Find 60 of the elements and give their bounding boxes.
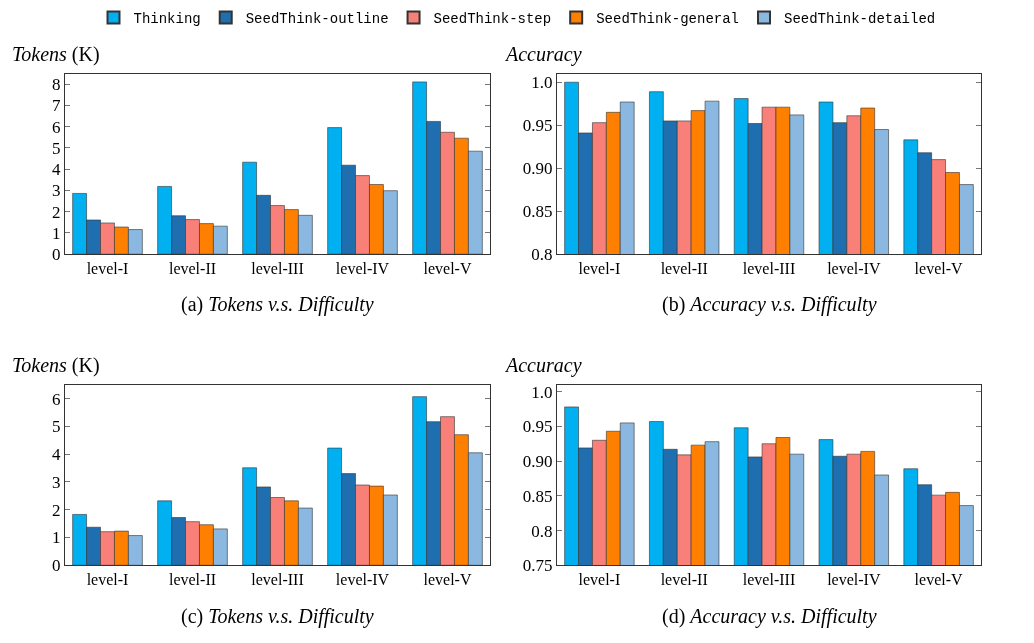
y-tick-label: 0.90 xyxy=(522,452,553,472)
x-tick-label: level-V xyxy=(423,571,472,589)
x-tick-label: level-II xyxy=(168,571,217,589)
y-tick-label: 1 xyxy=(52,223,61,243)
y-tick-label: 1.0 xyxy=(531,382,553,402)
x-tick-label: level-II xyxy=(168,260,217,278)
y-tick-label: 0 xyxy=(52,556,61,576)
x-tick-label: level-I xyxy=(578,571,621,589)
x-tick-label: level-II xyxy=(660,571,708,589)
y-tick-label: 0.8 xyxy=(531,521,553,541)
y-axis-title: Accuracy xyxy=(504,43,582,66)
x-tick-label: level-I xyxy=(578,260,621,278)
y-tick-label: 0.95 xyxy=(522,116,553,136)
x-tick-label: level-III xyxy=(251,571,304,589)
y-tick-label: 3 xyxy=(52,181,61,201)
y-tick-label: 0.75 xyxy=(522,556,553,576)
x-tick-label: level-IV xyxy=(335,260,390,278)
y-tick-label: 0.8 xyxy=(531,245,553,265)
y-tick-label: 3 xyxy=(52,472,61,492)
x-tick-label: level-V xyxy=(914,260,964,278)
x-tick-label: level-IV xyxy=(827,260,881,278)
y-tick-label: 2 xyxy=(52,202,61,222)
y-tick-label: 0.95 xyxy=(522,417,553,437)
legend-label: SeedThink-step xyxy=(433,11,552,28)
x-tick-label: level-I xyxy=(86,571,129,589)
x-tick-label: level-V xyxy=(914,571,964,589)
y-tick-label: 6 xyxy=(52,117,61,137)
y-tick-label: 6 xyxy=(52,389,61,409)
y-tick-label: 8 xyxy=(52,75,61,95)
x-tick-label: level-III xyxy=(742,571,796,589)
y-tick-label: 4 xyxy=(52,445,62,465)
text: (b) Accuracy v.s. Difficulty xyxy=(662,293,877,316)
y-tick-label: 1 xyxy=(52,528,61,548)
y-tick-label: 1.0 xyxy=(531,73,553,93)
y-tick-label: 5 xyxy=(52,138,61,158)
legend-label: SeedThink-outline xyxy=(245,11,389,28)
y-tick-label: 4 xyxy=(52,160,62,180)
legend-label: SeedThink-detailed xyxy=(784,11,936,28)
x-tick-label: level-V xyxy=(423,260,472,278)
x-tick-label: level-III xyxy=(742,260,796,278)
text: (a) Tokens v.s. Difficulty xyxy=(181,293,374,316)
x-tick-label: level-IV xyxy=(335,571,390,589)
x-tick-label: level-IV xyxy=(827,571,881,589)
legend-label: SeedThink-general xyxy=(596,11,739,28)
y-tick-label: 7 xyxy=(52,96,62,116)
y-axis-title: Accuracy xyxy=(504,354,582,377)
x-tick-label: level-I xyxy=(86,260,129,278)
text: (d) Accuracy v.s. Difficulty xyxy=(662,605,877,628)
legend-label: Thinking xyxy=(133,11,201,28)
y-tick-label: 2 xyxy=(52,500,61,520)
y-tick-label: 0.85 xyxy=(522,486,553,506)
x-tick-label: level-II xyxy=(660,260,708,278)
y-tick-label: 0.90 xyxy=(522,159,553,179)
text: (c) Tokens v.s. Difficulty xyxy=(181,605,374,628)
y-tick-label: 0 xyxy=(52,245,61,265)
y-axis-title: Tokens (K) xyxy=(12,43,100,66)
y-axis-title: Tokens (K) xyxy=(12,354,100,377)
y-tick-label: 5 xyxy=(52,417,61,437)
y-tick-label: 0.85 xyxy=(522,202,553,222)
x-tick-label: level-III xyxy=(251,260,304,278)
